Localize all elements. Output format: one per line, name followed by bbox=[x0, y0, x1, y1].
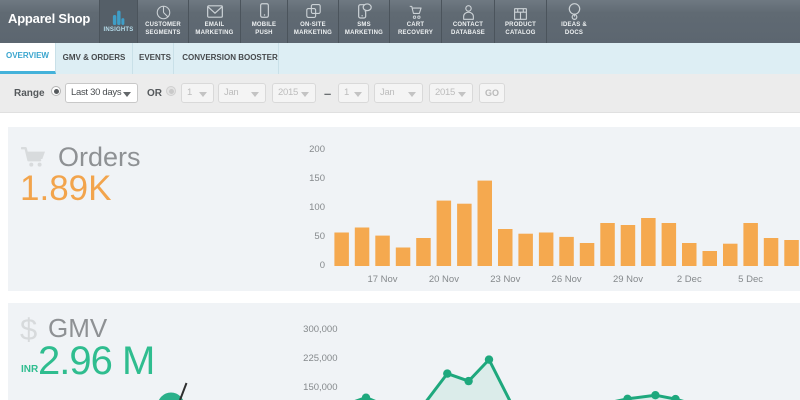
svg-text:50: 50 bbox=[314, 231, 325, 242]
svg-text:23 Nov: 23 Nov bbox=[490, 274, 520, 285]
svg-text:150,000: 150,000 bbox=[303, 382, 337, 393]
svg-text:5 Dec: 5 Dec bbox=[738, 274, 763, 285]
svg-text:17 Nov: 17 Nov bbox=[367, 274, 397, 285]
svg-text:300,000: 300,000 bbox=[303, 324, 337, 335]
svg-text:225,000: 225,000 bbox=[303, 353, 337, 364]
svg-text:2 Dec: 2 Dec bbox=[677, 274, 702, 285]
svg-text:0: 0 bbox=[320, 260, 325, 271]
svg-text:20 Nov: 20 Nov bbox=[429, 274, 459, 285]
svg-text:150: 150 bbox=[309, 173, 325, 184]
svg-text:200: 200 bbox=[309, 144, 325, 155]
svg-text:26 Nov: 26 Nov bbox=[552, 274, 582, 285]
svg-text:29 Nov: 29 Nov bbox=[613, 274, 643, 285]
svg-text:100: 100 bbox=[309, 202, 325, 213]
